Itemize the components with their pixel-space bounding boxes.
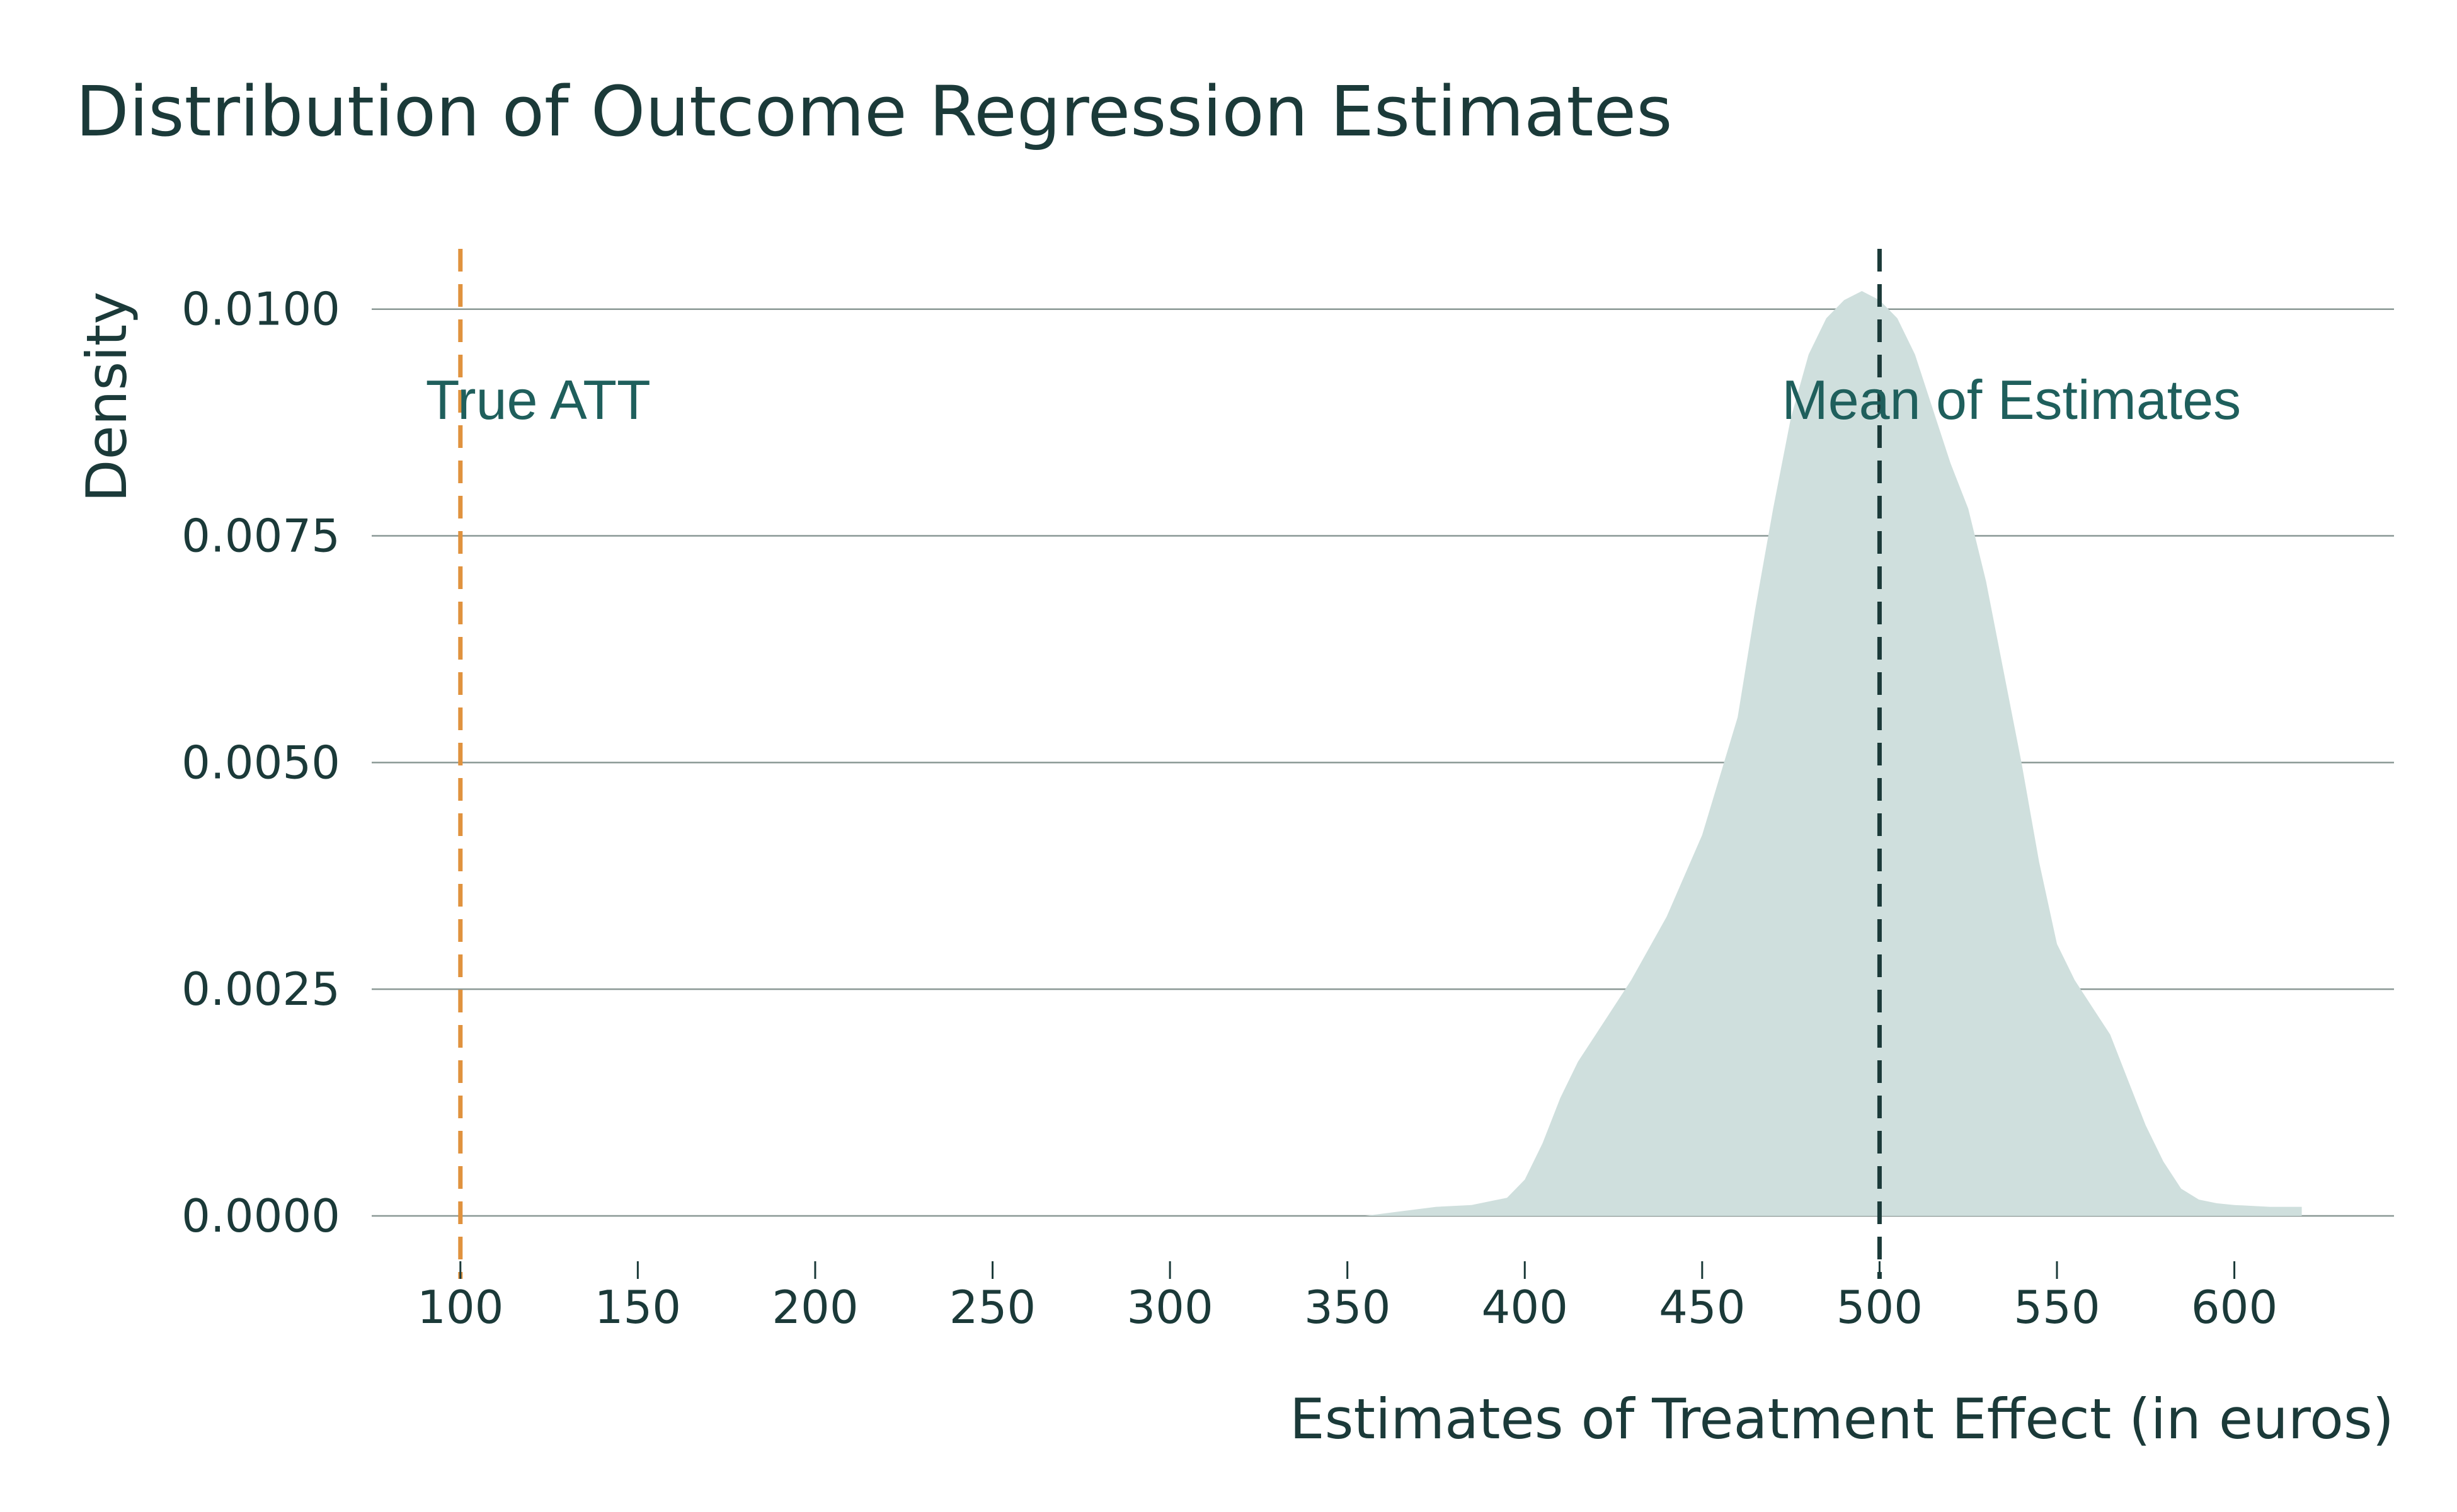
y-axis-label: Density bbox=[74, 292, 139, 503]
x-tick-label: 200 bbox=[772, 1281, 858, 1334]
x-tick-label: 100 bbox=[417, 1281, 503, 1334]
x-tick-label: 600 bbox=[2191, 1281, 2277, 1334]
true-att-label: True ATT bbox=[426, 369, 651, 431]
density-area-layer bbox=[1365, 291, 2302, 1216]
x-tick-label: 350 bbox=[1304, 1281, 1390, 1334]
x-tick-label: 500 bbox=[1836, 1281, 1923, 1334]
density-area bbox=[1365, 291, 2302, 1216]
y-tick-label: 0.0025 bbox=[181, 963, 340, 1016]
x-tick-label: 150 bbox=[595, 1281, 681, 1334]
y-tick-label: 0.0000 bbox=[181, 1189, 340, 1242]
y-tick-label: 0.0075 bbox=[181, 510, 340, 563]
y-axis-ticks: 0.0000 0.0025 0.0050 0.0075 0.0100 bbox=[181, 283, 340, 1242]
y-tick-label: 0.0050 bbox=[181, 736, 340, 789]
mean-estimates-label: Mean of Estimates bbox=[1782, 369, 2241, 431]
x-tick-label: 250 bbox=[949, 1281, 1036, 1334]
x-axis-label: Estimates of Treatment Effect (in euros) bbox=[1290, 1387, 2394, 1452]
x-axis-ticks: 100 150 200 250 300 350 400 450 500 550 600 bbox=[417, 1261, 2277, 1334]
y-tick-label: 0.0100 bbox=[181, 283, 340, 336]
x-tick-label: 550 bbox=[2013, 1281, 2100, 1334]
reference-lines-layer: True ATT Mean of Estimates bbox=[426, 249, 2241, 1279]
x-tick-label: 450 bbox=[1659, 1281, 1745, 1334]
x-tick-label: 400 bbox=[1482, 1281, 1568, 1334]
x-tick-label: 300 bbox=[1126, 1281, 1213, 1334]
chart-title: Distribution of Outcome Regression Estim… bbox=[76, 71, 1673, 152]
